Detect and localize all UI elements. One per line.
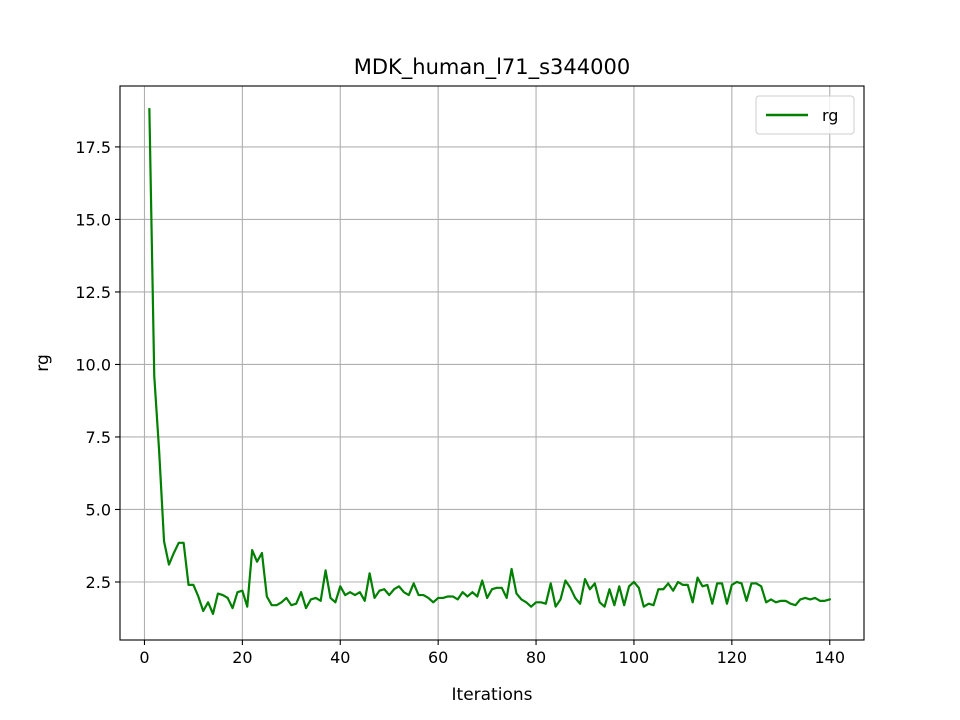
legend-label-rg: rg (822, 106, 838, 125)
grid-lines (120, 86, 864, 640)
series-layer (148, 108, 832, 616)
x-tick-label: 20 (232, 648, 252, 667)
y-tick-label: 10.0 (75, 355, 111, 374)
chart-title: MDK_human_l71_s344000 (354, 55, 630, 80)
legend: rg (755, 95, 855, 135)
x-tick-label: 140 (814, 648, 845, 667)
y-tick-label: 17.5 (75, 138, 111, 157)
axes-frame (119, 85, 865, 641)
x-tick-label: 40 (330, 648, 350, 667)
plot-area (120, 86, 864, 640)
y-tick-label: 2.5 (86, 573, 111, 592)
y-tick-label: 5.0 (86, 500, 111, 519)
y-tick-label: 12.5 (75, 283, 111, 302)
x-tick-label: 120 (717, 648, 748, 667)
x-tick-label: 60 (428, 648, 448, 667)
x-tick-label: 0 (139, 648, 149, 667)
x-tick-label: 100 (619, 648, 650, 667)
ticks: 0 20 40 60 80 100 120 140 2.5 5.0 7.5 10.0 12.5 15.0 1… (75, 138, 845, 667)
x-tick-label: 80 (526, 648, 546, 667)
series-line-rg (148, 108, 832, 616)
y-tick-label: 7.5 (86, 428, 111, 447)
y-axis-title: rg (33, 354, 53, 371)
x-axis-title: Iterations (452, 685, 533, 705)
y-tick-label: 15.0 (75, 210, 111, 229)
